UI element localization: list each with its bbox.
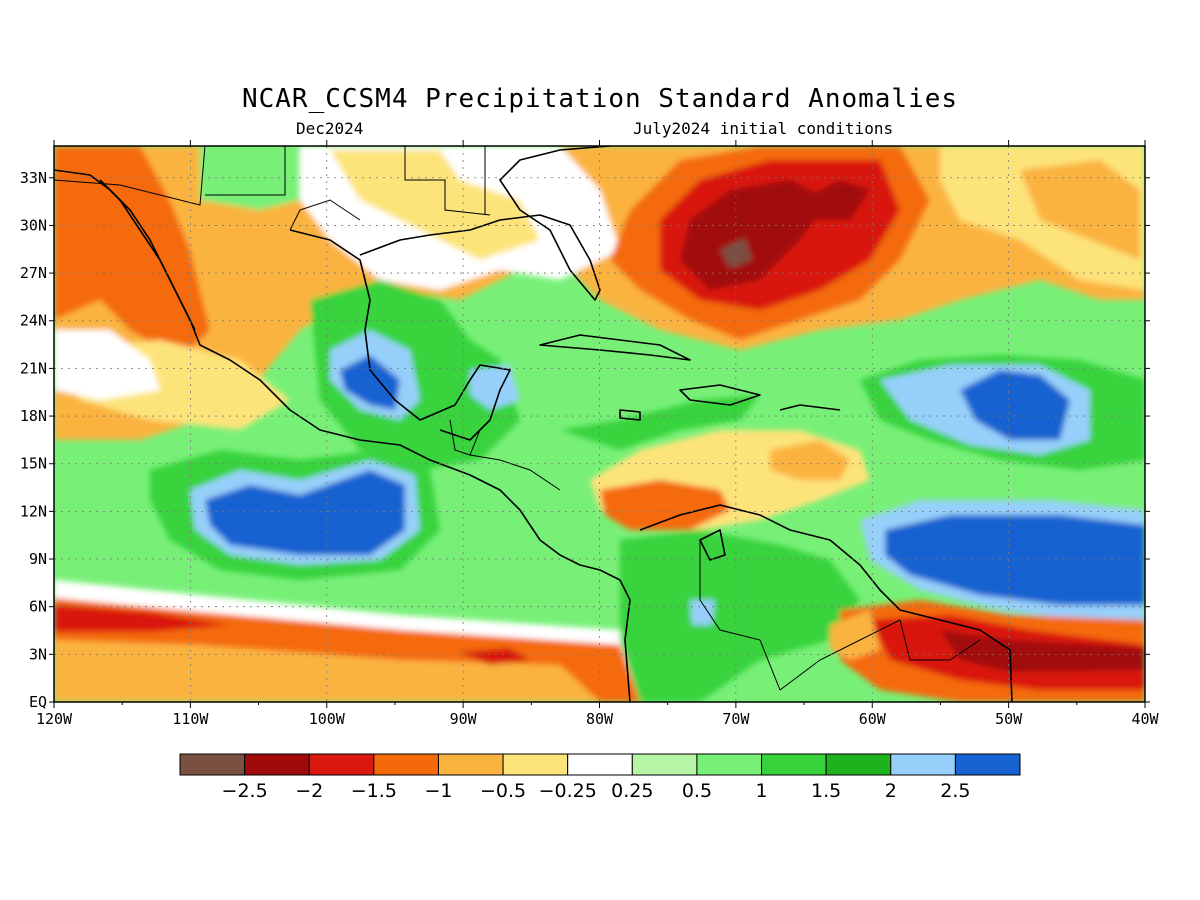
colorbar-swatch <box>373 753 439 776</box>
initial-conditions-label: July2024 initial conditions <box>633 119 894 138</box>
lat-tick-label: EQ <box>29 693 47 711</box>
lat-tick-label: 33N <box>20 169 47 187</box>
lon-tick-label: 60W <box>859 710 887 728</box>
lon-tick-label: 90W <box>450 710 478 728</box>
colorbar-label: 2 <box>885 780 897 802</box>
lat-tick-label: 3N <box>29 645 47 663</box>
colorbar-swatch <box>567 753 633 776</box>
colorbar-label: 0.25 <box>611 780 653 802</box>
lat-lon-grid <box>54 146 1145 702</box>
colorbar-swatch <box>825 753 892 776</box>
lat-tick-label: 30N <box>20 216 47 234</box>
colorbar-label: −2 <box>295 780 323 802</box>
colorbar-label: −1.5 <box>351 780 397 802</box>
colorbar-label: 0.5 <box>682 780 712 802</box>
colorbar-label: 1 <box>755 780 767 802</box>
colorbar-label: 2.5 <box>940 780 970 802</box>
colorbar-swatch <box>631 753 698 776</box>
colorbar-swatch <box>696 753 763 776</box>
colorbar-label: 1.5 <box>811 780 841 802</box>
colorbar-label: −0.5 <box>480 780 526 802</box>
colorbar-swatch <box>179 753 246 776</box>
colorbar-swatch <box>761 753 827 776</box>
map-title: NCAR_CCSM4 Precipitation Standard Anomal… <box>241 84 959 114</box>
colorbar-label: −1 <box>424 780 452 802</box>
coastlines <box>54 146 1013 702</box>
lon-tick-label: 40W <box>1131 710 1159 728</box>
colorbar-swatch <box>244 753 310 776</box>
lat-tick-label: 27N <box>20 264 47 282</box>
colorbar: −2.5 −2 −1.5 −1 −0.5 −0.25 0.25 0.5 1 1.5 2 2.5 <box>179 753 1021 802</box>
lat-tick-label: 18N <box>20 407 47 425</box>
colorbar-swatch <box>308 753 375 776</box>
lon-tick-label: 120W <box>36 710 73 728</box>
lat-tick-label: 15N <box>20 455 47 473</box>
lon-tick-label: 50W <box>995 710 1023 728</box>
forecast-month-label: Dec2024 <box>296 119 364 138</box>
lon-tick-label: 110W <box>172 710 209 728</box>
lat-tick-label: 9N <box>29 550 47 568</box>
colorbar-label: −0.25 <box>539 780 597 802</box>
colorbar-label: −2.5 <box>222 780 268 802</box>
lon-tick-label: 100W <box>309 710 346 728</box>
lat-tick-label: 6N <box>29 598 47 616</box>
lat-tick-label: 24N <box>20 312 47 330</box>
colorbar-swatch <box>437 753 504 776</box>
anomaly-field <box>54 146 1145 702</box>
lat-tick-label: 12N <box>20 502 47 520</box>
colorbar-swatch <box>954 753 1021 776</box>
colorbar-swatch <box>890 753 956 776</box>
country-borders <box>54 146 981 691</box>
lat-tick-label: 21N <box>20 359 47 377</box>
lon-tick-label: 70W <box>722 710 750 728</box>
colorbar-swatch <box>502 753 569 776</box>
lon-tick-label: 80W <box>586 710 614 728</box>
